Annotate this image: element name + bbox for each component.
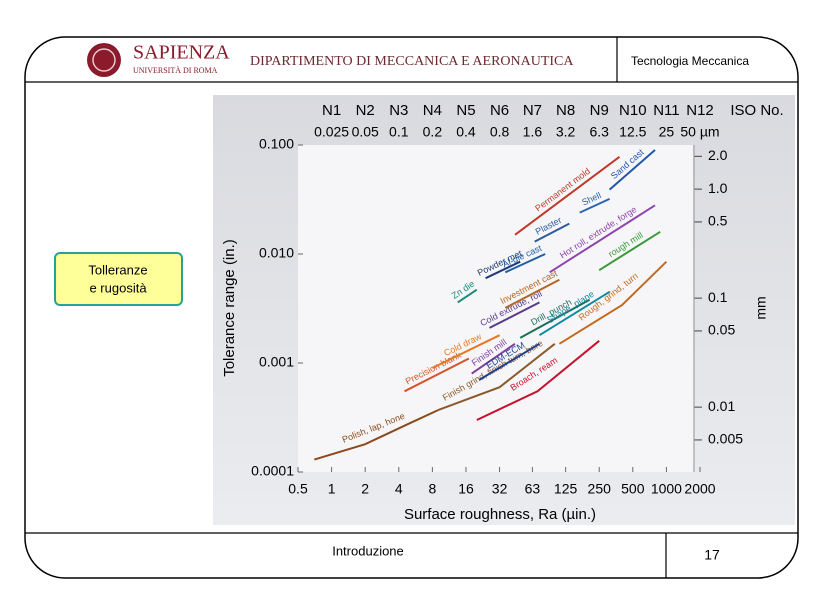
crest-ring bbox=[92, 48, 116, 72]
iso-tick-label: N9 bbox=[590, 102, 609, 119]
process-range bbox=[504, 253, 546, 274]
process-range bbox=[478, 342, 541, 381]
x-tick-label: 250 bbox=[588, 481, 612, 497]
iso-tick-label: N11 bbox=[653, 102, 679, 119]
course: Tecnologia Meccanica bbox=[631, 54, 749, 68]
um-tick-label: 3.2 bbox=[556, 124, 576, 140]
iso-tick-label: N2 bbox=[356, 102, 375, 119]
x-tick-label: 1 bbox=[328, 481, 336, 497]
process-range bbox=[579, 197, 611, 214]
um-tick-label: 0.4 bbox=[456, 124, 476, 140]
x-tick-label: 63 bbox=[525, 481, 541, 497]
y2-tick-label: 0.05 bbox=[708, 322, 735, 338]
y-tick-label: 0.001 bbox=[259, 354, 294, 370]
y2-tick-label: 0.005 bbox=[708, 431, 743, 447]
process-range bbox=[476, 340, 600, 421]
iso-tick-label: N8 bbox=[556, 102, 575, 119]
department: DIPARTIMENTO DI MECCANICA E AERONAUTICA bbox=[250, 54, 574, 69]
iso-title: ISO No. bbox=[730, 102, 783, 119]
process-range bbox=[538, 290, 611, 337]
iso-tick-label: N1 bbox=[322, 102, 341, 119]
y-axis-label: Tolerance range (in.) bbox=[221, 239, 238, 377]
y-tick-label: 0.0001 bbox=[251, 463, 294, 479]
process-range bbox=[504, 278, 560, 309]
y2-axis-label: mm bbox=[753, 296, 769, 319]
sidebar-label: Tolleranze bbox=[88, 262, 147, 277]
x-axis-label: Surface roughness, Ra (µin.) bbox=[404, 506, 596, 523]
um-tick-label: 12.5 bbox=[619, 124, 646, 140]
iso-tick-label: N12 bbox=[686, 102, 714, 119]
y2-tick-label: 0.5 bbox=[708, 213, 728, 229]
process-range bbox=[608, 149, 656, 191]
um-tick-label: 0.8 bbox=[490, 124, 510, 140]
iso-tick-label: N6 bbox=[490, 102, 509, 119]
x-tick-label: 500 bbox=[621, 481, 645, 497]
process-range bbox=[437, 343, 556, 412]
um-tick-label: 0.05 bbox=[352, 124, 379, 140]
plot-area bbox=[298, 145, 693, 472]
process-range bbox=[314, 409, 439, 461]
x-tick-label: 8 bbox=[428, 481, 436, 497]
process-range bbox=[471, 342, 516, 375]
iso-tick-label: N3 bbox=[389, 102, 408, 119]
crest bbox=[87, 43, 121, 77]
x-tick-label: 16 bbox=[458, 481, 474, 497]
um-tick-label: 0.025 bbox=[314, 124, 349, 140]
university-sub: UNIVERSITÀ DI ROMA bbox=[133, 65, 218, 75]
x-tick-label: 1000 bbox=[651, 481, 682, 497]
university-name: SAPIENZA bbox=[133, 42, 230, 64]
sidebar-label: e rugosità bbox=[89, 280, 147, 295]
y2-tick-label: 2.0 bbox=[708, 147, 728, 163]
iso-tick-label: N7 bbox=[523, 102, 542, 119]
y-tick-label: 0.100 bbox=[259, 136, 294, 152]
x-tick-label: 2 bbox=[361, 481, 369, 497]
um-tick-label: 0.2 bbox=[423, 124, 443, 140]
process-range bbox=[514, 155, 621, 236]
um-tick-label: 6.3 bbox=[589, 124, 609, 140]
um-tick-label: 1.6 bbox=[523, 124, 543, 140]
iso-tick-label: N4 bbox=[423, 102, 442, 119]
page-number: 17 bbox=[704, 547, 720, 563]
um-tick-label: 25 bbox=[659, 124, 675, 140]
process-range bbox=[534, 222, 570, 243]
iso-tick-label: N5 bbox=[456, 102, 475, 119]
process-range bbox=[431, 334, 501, 369]
process-range bbox=[485, 260, 521, 280]
x-tick-label: 0.5 bbox=[288, 481, 308, 497]
y2-tick-label: 1.0 bbox=[708, 180, 728, 196]
process-range bbox=[549, 204, 656, 274]
logo: SAPIENZA UNIVERSITÀ DI ROMA bbox=[87, 42, 230, 77]
x-tick-label: 4 bbox=[395, 481, 403, 497]
process-range bbox=[457, 288, 478, 304]
iso-tick-label: N10 bbox=[619, 102, 647, 119]
x-tick-label: 2000 bbox=[684, 481, 715, 497]
process-range bbox=[558, 260, 668, 345]
process-range bbox=[598, 230, 661, 272]
x-tick-label: 125 bbox=[554, 481, 578, 497]
um-tick-label: 0.1 bbox=[389, 124, 409, 140]
y2-tick-label: 0.1 bbox=[708, 289, 728, 305]
process-range bbox=[404, 357, 470, 393]
footer-section: Introduzione bbox=[332, 543, 404, 558]
process-range bbox=[489, 301, 540, 329]
x-tick-label: 32 bbox=[492, 481, 508, 497]
um-tick-label: 50 µm bbox=[680, 124, 719, 140]
y-tick-label: 0.010 bbox=[259, 245, 294, 261]
process-range bbox=[519, 298, 591, 339]
y2-tick-label: 0.01 bbox=[708, 398, 735, 414]
sidebar-box bbox=[54, 252, 183, 306]
